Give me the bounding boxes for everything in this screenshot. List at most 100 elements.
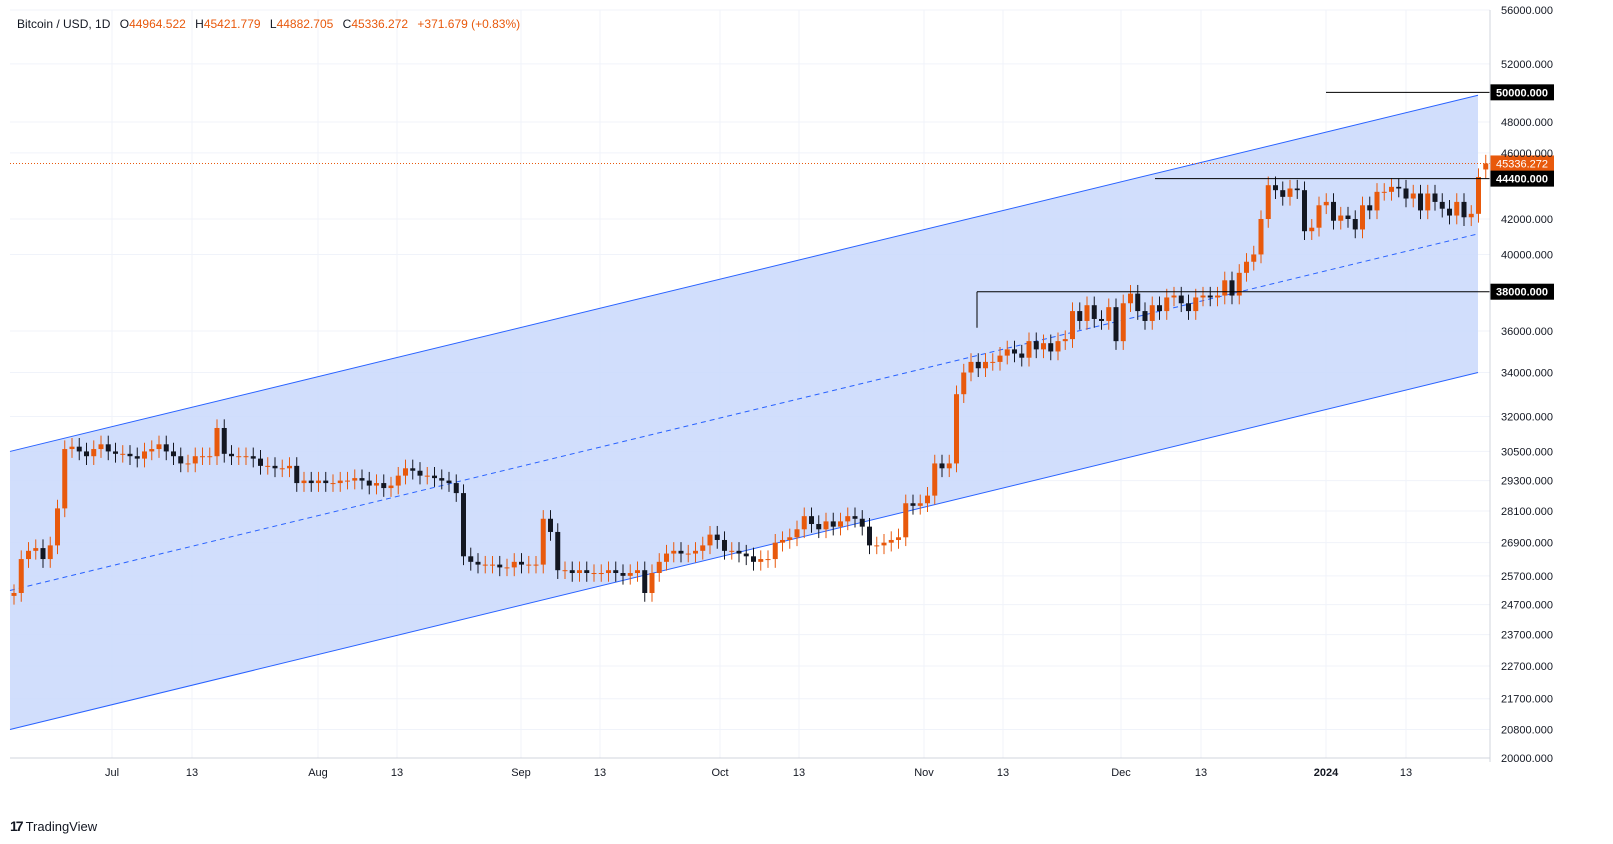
- candle-body: [482, 564, 488, 566]
- candle-body: [606, 570, 611, 574]
- candle-body: [671, 550, 677, 554]
- candle-body: [845, 516, 851, 522]
- close-value: 45336.272: [351, 17, 409, 31]
- candle-body: [1396, 186, 1402, 189]
- x-tick-label: Sep: [511, 767, 531, 779]
- candle-body: [84, 451, 89, 457]
- candle-body: [859, 518, 865, 527]
- candle-body: [569, 570, 575, 574]
- ohlc-legend: Bitcoin / USD, 1D O44964.522 H45421.779 …: [17, 17, 520, 31]
- level-label: 38000.000: [1496, 287, 1548, 299]
- candle-body: [69, 446, 75, 450]
- candle-body: [1323, 201, 1329, 206]
- candle-body: [540, 518, 546, 565]
- candle-body: [1135, 293, 1141, 312]
- candle-body: [1171, 295, 1177, 298]
- candle-body: [627, 573, 633, 576]
- candle-body: [279, 468, 285, 470]
- candle-body: [1019, 353, 1025, 358]
- candle-body: [1222, 280, 1228, 296]
- candle-body: [903, 503, 909, 538]
- candle-body: [1026, 341, 1032, 358]
- candle-body: [772, 542, 778, 560]
- candle-body: [975, 361, 981, 369]
- candle-body: [1258, 218, 1264, 255]
- candle-body: [1142, 311, 1148, 321]
- candle-body: [1302, 190, 1307, 232]
- y-tick-label: 42000.000: [1501, 214, 1553, 226]
- candle-body: [642, 570, 648, 593]
- candle-body: [714, 534, 720, 540]
- y-tick-label: 28100.000: [1501, 506, 1553, 518]
- candle-body: [656, 561, 662, 574]
- level-label: 50000.000: [1496, 87, 1548, 99]
- candle-body: [1157, 305, 1162, 312]
- y-tick-label: 56000.000: [1501, 5, 1553, 17]
- candle-body: [468, 556, 474, 562]
- candle-body: [1149, 305, 1155, 321]
- candle-body: [236, 456, 242, 458]
- candle-body: [519, 561, 524, 565]
- candle-body: [359, 478, 365, 481]
- x-tick-label: 13: [997, 767, 1009, 779]
- candle-body: [1265, 185, 1271, 219]
- candle-body: [787, 537, 793, 540]
- candle-body: [548, 518, 553, 532]
- candle-body: [308, 480, 314, 484]
- open-value: 44964.522: [129, 17, 186, 31]
- candle-body: [156, 444, 162, 450]
- candle-body: [1367, 205, 1373, 211]
- candle-body: [925, 495, 930, 504]
- candle-body: [497, 564, 503, 568]
- candle-body: [700, 545, 706, 551]
- candle-body: [1374, 191, 1380, 211]
- candle-body: [1352, 218, 1358, 230]
- candle-body: [1084, 305, 1090, 321]
- candle-body: [113, 451, 118, 454]
- candle-body: [816, 524, 822, 530]
- candle-body: [1236, 272, 1242, 296]
- candle-body: [258, 458, 263, 466]
- candle-body: [120, 453, 126, 455]
- candle-body: [1476, 176, 1481, 214]
- channel-lower-line: [9, 372, 1479, 730]
- y-tick-label: 46000.000: [1501, 148, 1553, 160]
- candle-body: [388, 485, 394, 489]
- y-tick-label: 20000.000: [1501, 753, 1553, 765]
- y-tick-label: 26900.000: [1501, 538, 1553, 550]
- tradingview-branding[interactable]: 17 TradingView: [10, 818, 97, 834]
- y-tick-label: 23700.000: [1501, 630, 1553, 642]
- candle-body: [888, 539, 894, 543]
- candle-body: [345, 480, 350, 482]
- candle-body: [330, 483, 336, 485]
- candle-body: [207, 456, 213, 458]
- high-label: H: [195, 17, 204, 31]
- candle-body: [55, 508, 60, 546]
- candle-body: [62, 449, 68, 509]
- tradingview-logo-icon: 17: [10, 818, 24, 834]
- candle-body: [794, 529, 800, 538]
- candle-body: [1360, 205, 1365, 230]
- candle-body: [830, 521, 836, 527]
- candle-body: [127, 453, 133, 457]
- close-label: C: [342, 17, 352, 31]
- candle-body: [1113, 307, 1119, 342]
- candle-body: [1447, 208, 1452, 216]
- candle-body: [417, 470, 423, 476]
- level-tag: [1490, 170, 1554, 187]
- candle-body: [461, 493, 466, 557]
- candle-body: [1331, 201, 1336, 221]
- channel-upper-line: [9, 94, 1479, 452]
- candle-body: [1381, 191, 1387, 193]
- level-tag: [1490, 283, 1554, 300]
- level-tag: [1490, 84, 1554, 101]
- x-tick-label: 13: [1195, 767, 1207, 779]
- low-value: 44882.705: [276, 17, 334, 31]
- candle-body: [134, 456, 140, 459]
- candle-body: [178, 456, 184, 464]
- candle-body: [381, 483, 387, 489]
- y-tick-label: 52000.000: [1501, 59, 1553, 71]
- candle-body: [743, 553, 749, 557]
